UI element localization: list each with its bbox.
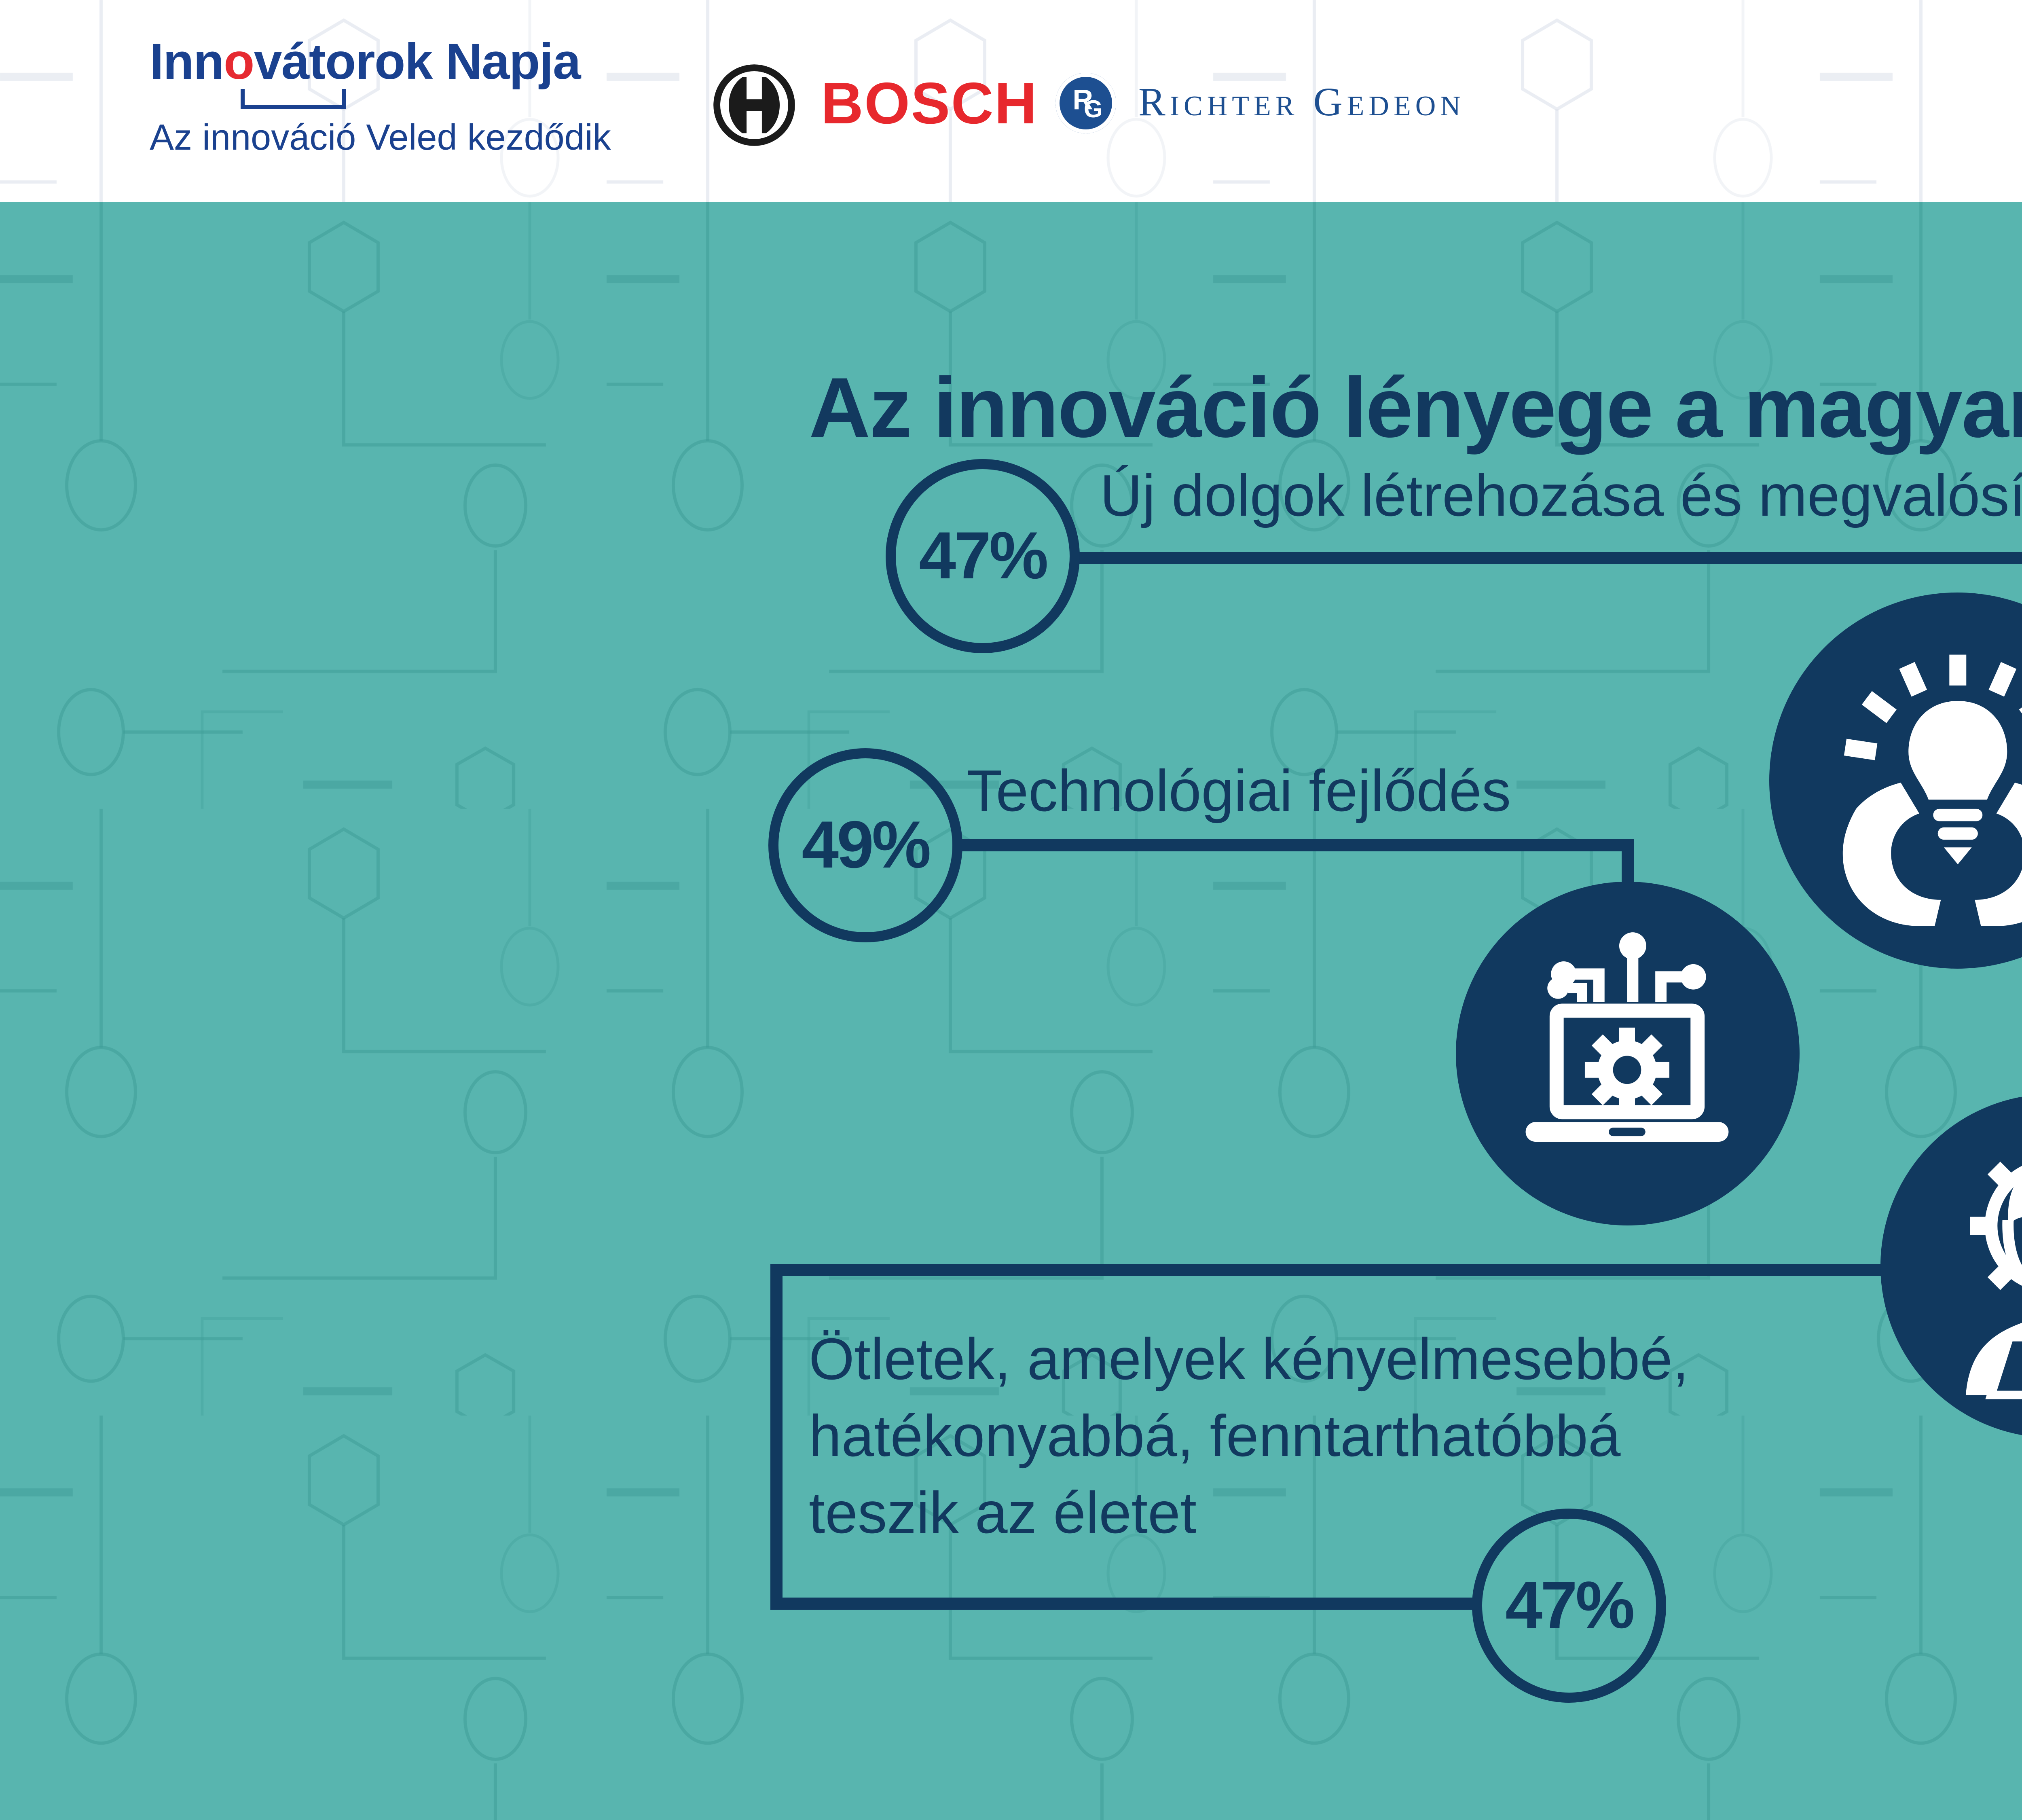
brand-underline-bracket [241, 89, 346, 109]
stat-label: Technológiai fejlődés [967, 760, 1511, 825]
connector-line [769, 1264, 782, 1609]
connector-line [769, 1596, 1473, 1609]
richter-monogram-icon: R G [1055, 73, 1116, 133]
stat-label-line: teszik az életet [809, 1482, 1197, 1547]
richter-wordmark: Richter Gedeon [1138, 80, 1465, 125]
brand-title-pre: Inn [150, 34, 224, 91]
stat-icon-badge [1456, 882, 1800, 1225]
stat-label-line: hatékonyabbá, fenntarthatóbbá [809, 1405, 1621, 1470]
stat-label: Új dolgok létrehozása és megvalósítása [1100, 465, 2022, 530]
richter-gedeon-logo: R G Richter Gedeon [1055, 63, 1465, 144]
person-gear-icon [1966, 1162, 2022, 1400]
stat-icon-badge [1769, 593, 2022, 969]
stat-value: 47% [919, 518, 1048, 593]
brand-tagline: Az innováció Veled kezdődik [150, 117, 611, 158]
bosch-wordmark: BOSCH [821, 72, 1038, 137]
stat-value: 49% [802, 807, 931, 882]
stat-label-line: Ötletek, amelyek kényelmesebbé, [809, 1329, 1689, 1393]
brand-title: Innovátorok Napja [150, 34, 581, 91]
brand-title-accent: o [223, 34, 254, 91]
connector-line [769, 1264, 1884, 1276]
page-title: Az innováció lényege a magyarok szerint [809, 360, 2022, 455]
richter-monogram-r: R [1072, 82, 1093, 114]
main-content: Az innováció lényege a magyarok szerint … [0, 202, 2022, 1820]
laptop-gear-icon [1526, 933, 1729, 1143]
richter-monogram-g: G [1084, 95, 1103, 123]
stat-value: 47% [1505, 1567, 1635, 1642]
connector-line [1072, 551, 2022, 563]
brand-title-post: vátorok Napja [254, 34, 581, 91]
connector-line [958, 838, 1634, 851]
circuit-pattern-header [0, 0, 2022, 202]
innovatorok-napja-logo: Innovátorok Napja Az innováció Veled kez… [150, 34, 611, 158]
bosch-logo: BOSCH [712, 57, 1038, 154]
stat-label: Ötletek, amelyek kényelmesebbé, hatékony… [809, 1323, 1689, 1553]
bosch-magneto-icon [713, 64, 795, 146]
stat-circle-2: 49% [768, 748, 962, 942]
header-bar: Innovátorok Napja Az innováció Veled kez… [0, 0, 2022, 202]
stat-circle-1: 47% [886, 459, 1080, 653]
bulb-hands-icon [1842, 654, 2022, 926]
